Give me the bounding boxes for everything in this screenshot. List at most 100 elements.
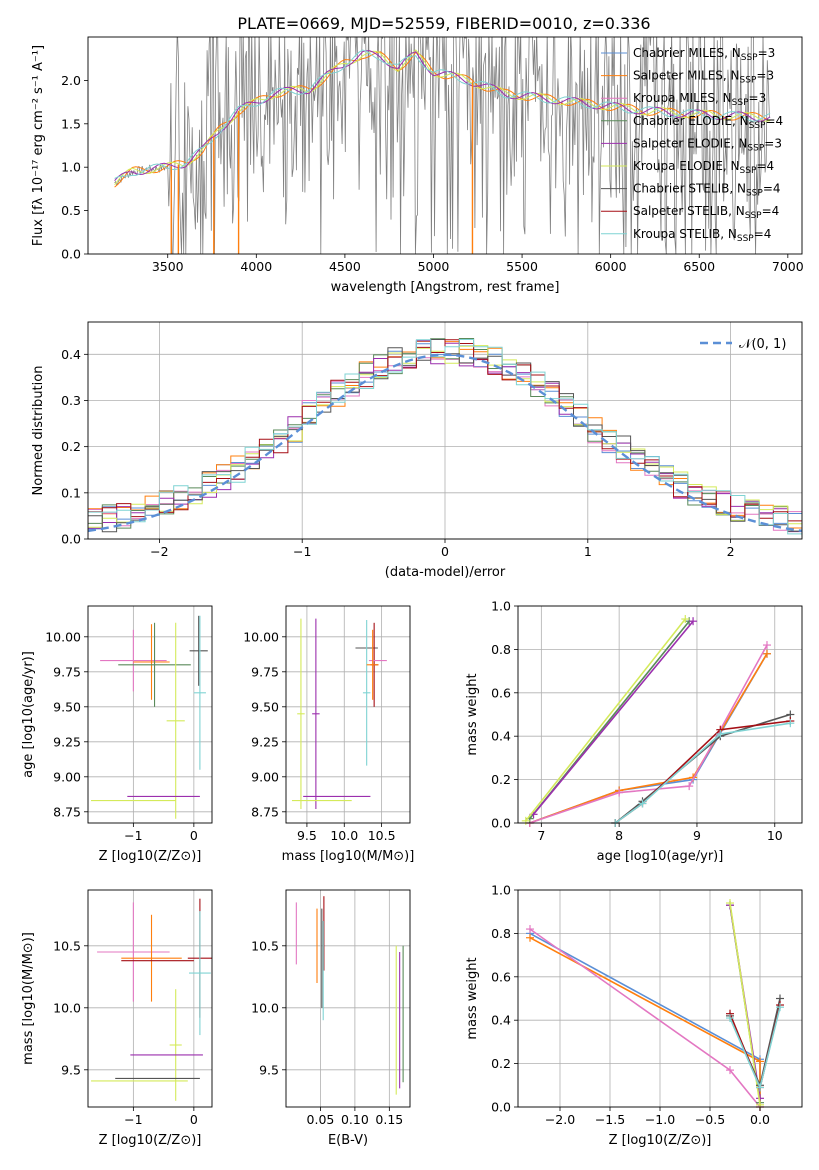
x-tick-label: −1 xyxy=(293,544,311,559)
plot-area xyxy=(91,615,208,819)
panel-mass-vs-Z: −1 0 9.5 10.0 10.5 Z [log10(Z/Z⊙)] mass [log10… xyxy=(21,889,213,1148)
x-tick-label: 6500 xyxy=(683,259,715,274)
y-tick-label: 0.4 xyxy=(491,729,511,744)
y-axis-label: mass [log10(M/M⊙)] xyxy=(21,932,36,1065)
axes-frame xyxy=(87,889,213,1108)
plus-marker xyxy=(526,933,534,942)
x-tick-label: 0.15 xyxy=(375,1112,403,1127)
legend-entry: Salpeter STELIB, NSSP=4 xyxy=(633,204,779,221)
y-tick-label: 0.4 xyxy=(491,1013,511,1028)
plus-marker xyxy=(726,1014,734,1023)
x-tick-label: 10.5 xyxy=(368,828,396,843)
normal-curve xyxy=(88,353,802,533)
x-axis-label: Z [log10(Z/Z⊙)] xyxy=(609,1133,712,1148)
plus-marker xyxy=(615,788,624,797)
x-tick-label: 0 xyxy=(441,544,449,559)
x-tick-label: 0.05 xyxy=(307,1112,335,1127)
y-tick-label: 0.0 xyxy=(61,247,81,262)
plot-area xyxy=(526,899,784,1111)
x-tick-label: 0 xyxy=(190,1112,198,1127)
y-tick-label: 9.5 xyxy=(259,1062,279,1077)
plus-marker xyxy=(526,925,534,934)
y-tick-label: 0.2 xyxy=(491,1056,511,1071)
plot-area xyxy=(88,338,802,537)
x-tick-label: 3500 xyxy=(152,259,184,274)
model-line xyxy=(114,50,771,182)
model-line xyxy=(114,49,771,179)
x-tick-label: 6000 xyxy=(595,259,627,274)
x-axis-label: mass [log10(M/M⊙)] xyxy=(282,849,415,864)
plus-marker xyxy=(726,899,734,908)
x-tick-label: 7000 xyxy=(772,259,804,274)
x-tick-label: 5000 xyxy=(418,259,450,274)
errorbar-point xyxy=(189,615,208,686)
y-tick-label: 9.25 xyxy=(53,734,81,749)
y-tick-label: 10.5 xyxy=(53,938,81,953)
y-axis-label: mass weight xyxy=(465,957,480,1039)
errorbar-point xyxy=(297,618,305,809)
x-tick-label: 0 xyxy=(190,828,198,843)
y-tick-label: 9.50 xyxy=(53,699,81,714)
errorbar-point xyxy=(166,622,185,819)
legend-entry: Chabrier ELODIE, NSSP=4 xyxy=(633,114,783,131)
y-axis-label: Flux [fλ 10⁻¹⁷ erg cm⁻² s⁻¹ A⁻¹] xyxy=(31,45,46,246)
legend: 𝒩(0, 1) xyxy=(700,337,786,352)
plus-marker xyxy=(776,1003,784,1012)
plus-marker xyxy=(726,1066,734,1075)
x-tick-label: −1.5 xyxy=(595,1112,625,1127)
errorbar-point xyxy=(189,911,211,1036)
legend-entry: Kroupa ELODIE, NSSP=4 xyxy=(633,159,774,176)
x-tick-label: 5500 xyxy=(506,259,538,274)
plot-area xyxy=(291,618,387,809)
x-axis-label: (data-model)/error xyxy=(385,565,506,580)
errorbar-point xyxy=(169,989,182,1101)
y-axis-label: age [log10(age/yr)] xyxy=(21,651,36,778)
x-tick-label: 4000 xyxy=(240,259,272,274)
legend: Chabrier MILES, NSSP=3 Salpeter MILES, NS… xyxy=(601,46,783,244)
weight-line xyxy=(614,713,791,824)
y-tick-label: 0.8 xyxy=(491,642,511,657)
x-tick-label: 10 xyxy=(767,828,783,843)
x-tick-label: 1 xyxy=(584,544,592,559)
y-tick-label: 1.5 xyxy=(61,116,81,131)
legend-entry: Kroupa MILES, NSSP=3 xyxy=(633,91,766,108)
plus-marker xyxy=(521,816,530,825)
y-tick-label: 0.6 xyxy=(491,969,511,984)
weight-line xyxy=(532,620,694,815)
axes-frame xyxy=(87,36,803,255)
legend-entry: Chabrier STELIB, NSSP=4 xyxy=(633,182,781,199)
plus-marker xyxy=(689,617,698,626)
y-tick-label: 9.00 xyxy=(53,769,81,784)
errorbar-point xyxy=(121,914,182,1002)
y-tick-label: 8.75 xyxy=(53,804,81,819)
figure-title: PLATE=0669, MJD=52559, FIBERID=0010, z=0… xyxy=(237,14,650,33)
residual-histogram xyxy=(88,339,802,535)
x-tick-label: 8 xyxy=(615,828,623,843)
x-tick-label: −2.0 xyxy=(545,1112,575,1127)
histograms xyxy=(88,338,802,537)
errorbar-point xyxy=(100,629,167,692)
legend-entry: 𝒩(0, 1) xyxy=(739,337,786,352)
plus-marker xyxy=(685,782,694,791)
observed-spectrum xyxy=(114,37,770,254)
errorbar-point xyxy=(97,902,170,1002)
x-tick-label: 9 xyxy=(693,828,701,843)
x-axis-label: wavelength [Angstrom, rest frame] xyxy=(331,280,560,295)
plot-area xyxy=(91,898,212,1101)
x-tick-label: 0.0 xyxy=(750,1112,770,1127)
weight-line xyxy=(729,902,761,1105)
y-tick-label: 8.75 xyxy=(251,804,279,819)
weight-line xyxy=(525,618,686,822)
axes-frame xyxy=(285,605,411,824)
x-tick-label: −1 xyxy=(124,828,142,843)
spectrum-lines xyxy=(114,37,771,254)
y-tick-label: 10.0 xyxy=(53,1000,81,1015)
panel-massweight-vs-Z: −2.0 −1.5 −1.0 −0.5 0.0 0.0 0.2 0.4 0.6 0.8 1.0 Z [… xyxy=(465,883,803,1148)
y-tick-label: 0.8 xyxy=(491,926,511,941)
weight-line xyxy=(529,644,768,824)
y-tick-label: 9.75 xyxy=(251,664,279,679)
y-tick-label: 9.75 xyxy=(53,664,81,679)
y-tick-label: 0.6 xyxy=(491,685,511,700)
y-tick-label: 10.5 xyxy=(251,938,279,953)
